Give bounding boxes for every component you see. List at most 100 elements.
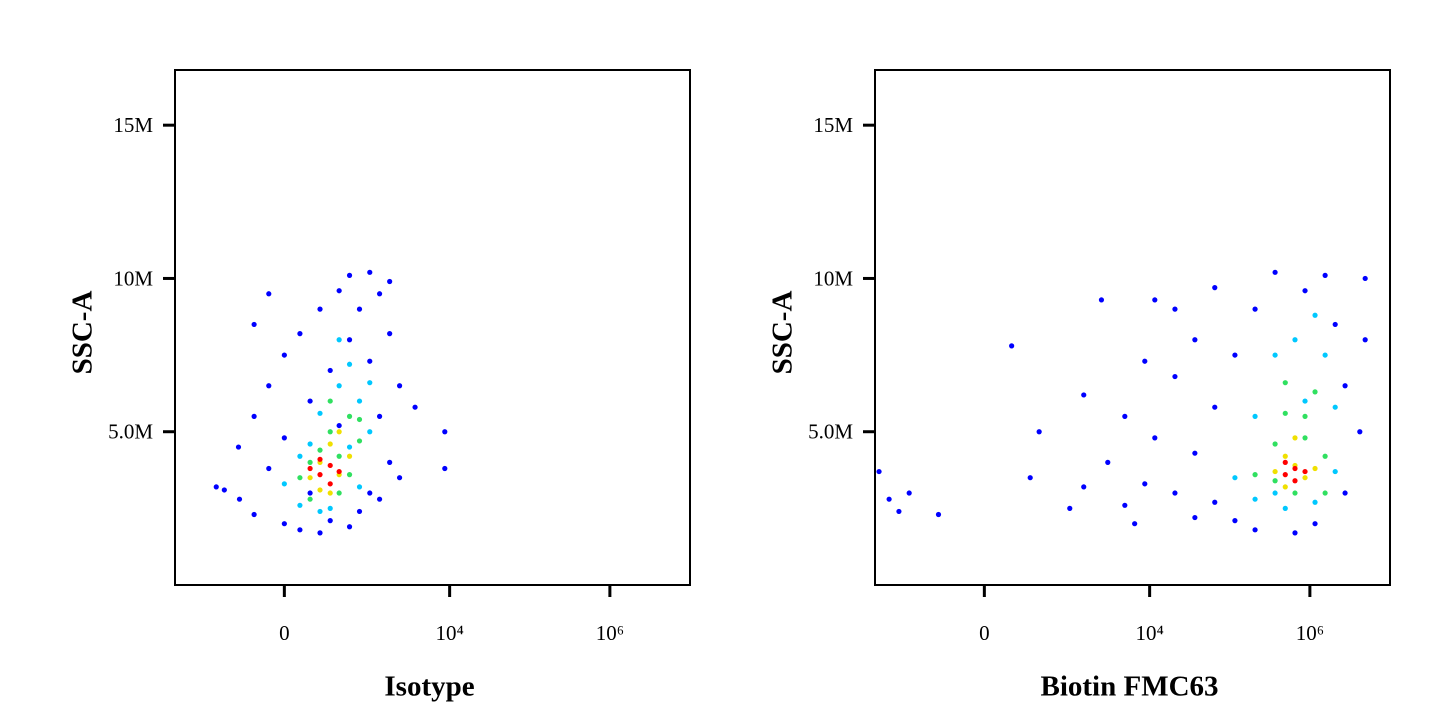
event-dot <box>317 472 323 478</box>
plot-frame <box>874 69 1391 586</box>
event-dot <box>356 438 363 444</box>
event-dot <box>221 487 227 493</box>
event-dot <box>281 481 287 487</box>
event-dot <box>336 429 342 435</box>
event-dot <box>1081 484 1087 490</box>
event-dot <box>1322 352 1328 358</box>
x-tick-label: 0 <box>279 621 290 645</box>
event-dot <box>307 475 313 481</box>
event-dot <box>251 413 257 419</box>
event-dot <box>1332 404 1338 410</box>
event-dot <box>886 496 892 502</box>
event-dot <box>1282 410 1288 416</box>
y-tick-label: 15M <box>113 113 153 137</box>
event-dot <box>1292 465 1298 472</box>
event-dot <box>1332 321 1338 328</box>
event-dot <box>1152 297 1158 303</box>
event-dot <box>266 291 272 297</box>
y-tick-label: 10M <box>813 266 853 290</box>
event-dot <box>1292 490 1298 496</box>
plot <box>213 269 448 536</box>
event-dot <box>1036 429 1042 435</box>
event-dot <box>1272 468 1278 475</box>
event-dot <box>1132 521 1138 527</box>
event-dot <box>251 321 257 328</box>
event-dot <box>1172 490 1178 496</box>
event-dot <box>281 352 287 358</box>
event-dot <box>412 404 418 410</box>
event-dot <box>1081 392 1087 398</box>
event-dot <box>356 398 363 404</box>
x-axis-label: Isotype <box>384 671 474 703</box>
event-dot <box>307 398 313 404</box>
event-dot <box>1142 481 1148 487</box>
event-dot <box>1322 272 1328 278</box>
event-dot <box>1322 453 1328 459</box>
event-dot <box>1172 306 1178 312</box>
event-dot <box>336 383 342 389</box>
y-tick-label: 5.0M <box>808 420 853 444</box>
event-dot <box>376 291 383 297</box>
event-dot <box>1272 478 1278 484</box>
event-dot <box>327 398 333 404</box>
event-dot <box>1212 499 1218 505</box>
event-dot <box>336 468 342 475</box>
event-dot <box>1332 468 1338 475</box>
event-dot <box>367 358 373 364</box>
event-dot <box>327 490 333 496</box>
y-tick-label: 5.0M <box>108 420 153 444</box>
event-dot <box>336 490 342 496</box>
event-dot <box>1312 521 1318 527</box>
event-dot <box>1232 475 1238 481</box>
event-dot <box>906 490 912 496</box>
event-dot <box>376 496 383 502</box>
event-dot <box>317 447 323 453</box>
event-dot <box>1357 429 1363 435</box>
event-dot <box>1142 358 1148 364</box>
event-dot <box>1252 472 1258 478</box>
event-dot <box>1312 312 1318 318</box>
event-dot <box>1302 435 1308 441</box>
event-dot <box>1312 499 1318 505</box>
event-dot <box>1027 475 1033 481</box>
event-dot <box>307 496 313 502</box>
event-dot <box>1282 459 1288 465</box>
event-dot <box>387 459 393 465</box>
event-dot <box>1192 514 1198 521</box>
event-dot <box>266 465 272 472</box>
plot-frame <box>174 69 691 586</box>
event-dot <box>336 288 342 294</box>
x-tick-label: 10⁶ <box>1296 621 1324 645</box>
event-dot <box>266 383 272 389</box>
event-dot <box>307 490 313 496</box>
event-dot <box>336 337 342 343</box>
event-dot <box>1302 475 1308 481</box>
event-dot <box>876 468 882 475</box>
event-dot <box>1098 297 1105 303</box>
event-dot <box>1292 435 1298 441</box>
event-dot <box>327 367 333 374</box>
event-dot <box>235 444 242 450</box>
event-dot <box>346 337 353 343</box>
event-dot <box>346 413 353 419</box>
x-tick-label: 10⁴ <box>1135 621 1163 645</box>
event-dot <box>376 413 383 419</box>
event-dot <box>1212 404 1218 410</box>
event-dot <box>327 518 333 524</box>
event-dot <box>935 511 942 518</box>
event-dot <box>336 422 342 429</box>
event-dot <box>356 306 363 312</box>
event-dot <box>317 530 323 536</box>
event-dot <box>1192 450 1198 456</box>
event-dot <box>346 361 353 367</box>
event-dot <box>1312 389 1318 395</box>
event-dot <box>1292 530 1298 536</box>
event-dot <box>1252 306 1258 312</box>
x-tick-label: 10⁴ <box>435 621 463 645</box>
event-dot <box>346 472 353 478</box>
event-dot <box>1302 468 1308 475</box>
event-dot <box>1282 505 1288 511</box>
event-dot <box>307 459 313 465</box>
event-dot <box>281 521 287 527</box>
